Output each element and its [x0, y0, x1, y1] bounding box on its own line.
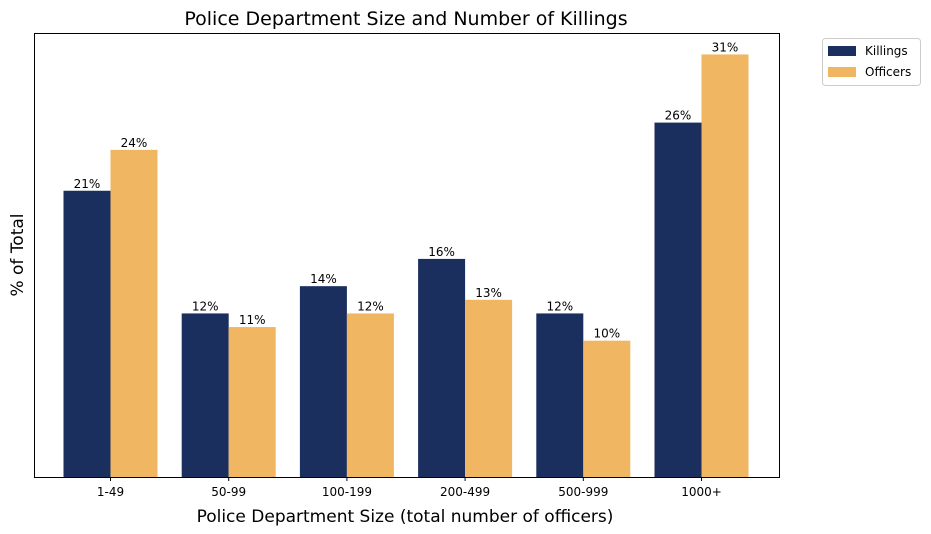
- x-tick-label-50-99: 50-99: [211, 485, 246, 499]
- bar-officers-1-49: [110, 149, 158, 477]
- data-label-officers-200-499: 13%: [475, 286, 502, 300]
- bar-killings-100-199: [299, 286, 347, 477]
- data-label-killings-50-99: 12%: [192, 299, 219, 313]
- legend-swatch-killings: [828, 46, 856, 56]
- data-label-officers-1-49: 24%: [121, 136, 148, 150]
- x-axis-label: Police Department Size (total number of …: [197, 507, 614, 527]
- plot-area: [34, 33, 780, 478]
- legend-swatch-officers: [828, 67, 856, 77]
- chart-title: Police Department Size and Number of Kil…: [184, 8, 627, 30]
- bar-officers-200-499: [465, 299, 513, 477]
- data-label-killings-1-49: 21%: [74, 177, 101, 191]
- x-tick-label-1000: 1000+: [681, 485, 722, 499]
- data-label-killings-200-499: 16%: [428, 245, 455, 259]
- data-label-killings-1000: 26%: [665, 109, 692, 123]
- legend: Killings Officers: [822, 38, 921, 86]
- data-label-officers-50-99: 11%: [239, 313, 266, 327]
- y-axis-label: % of Total: [8, 213, 28, 296]
- bar-killings-1000: [654, 122, 702, 477]
- bar-officers-500-999: [583, 340, 631, 477]
- data-label-officers-100-199: 12%: [357, 299, 384, 313]
- bar-officers-1000: [701, 54, 749, 477]
- data-label-killings-100-199: 14%: [310, 272, 337, 286]
- x-tick-label-100-199: 100-199: [322, 485, 372, 499]
- data-label-officers-500-999: 10%: [593, 327, 620, 341]
- legend-label-officers: Officers: [865, 65, 911, 79]
- data-label-officers-1000: 31%: [712, 40, 739, 54]
- x-tick-label-200-499: 200-499: [440, 485, 490, 499]
- x-tick-label-500-999: 500-999: [558, 485, 608, 499]
- bar-officers-50-99: [228, 327, 276, 477]
- x-ticks-group: 1-49 50-99 100-199 200-499 500-999 1000+: [97, 477, 722, 499]
- legend-label-killings: Killings: [865, 44, 908, 58]
- data-label-killings-500-999: 12%: [546, 299, 573, 313]
- bar-officers-100-199: [346, 313, 394, 477]
- x-tick-label-1-49: 1-49: [97, 485, 124, 499]
- bar-killings-200-499: [418, 258, 466, 477]
- bar-killings-50-99: [181, 313, 229, 477]
- bar-killings-1-49: [63, 190, 111, 477]
- bars-group: 21% 24% 12% 11% 14% 12% 16% 13% 12% 10% 26% 31%: [63, 40, 749, 477]
- bar-killings-500-999: [536, 313, 584, 477]
